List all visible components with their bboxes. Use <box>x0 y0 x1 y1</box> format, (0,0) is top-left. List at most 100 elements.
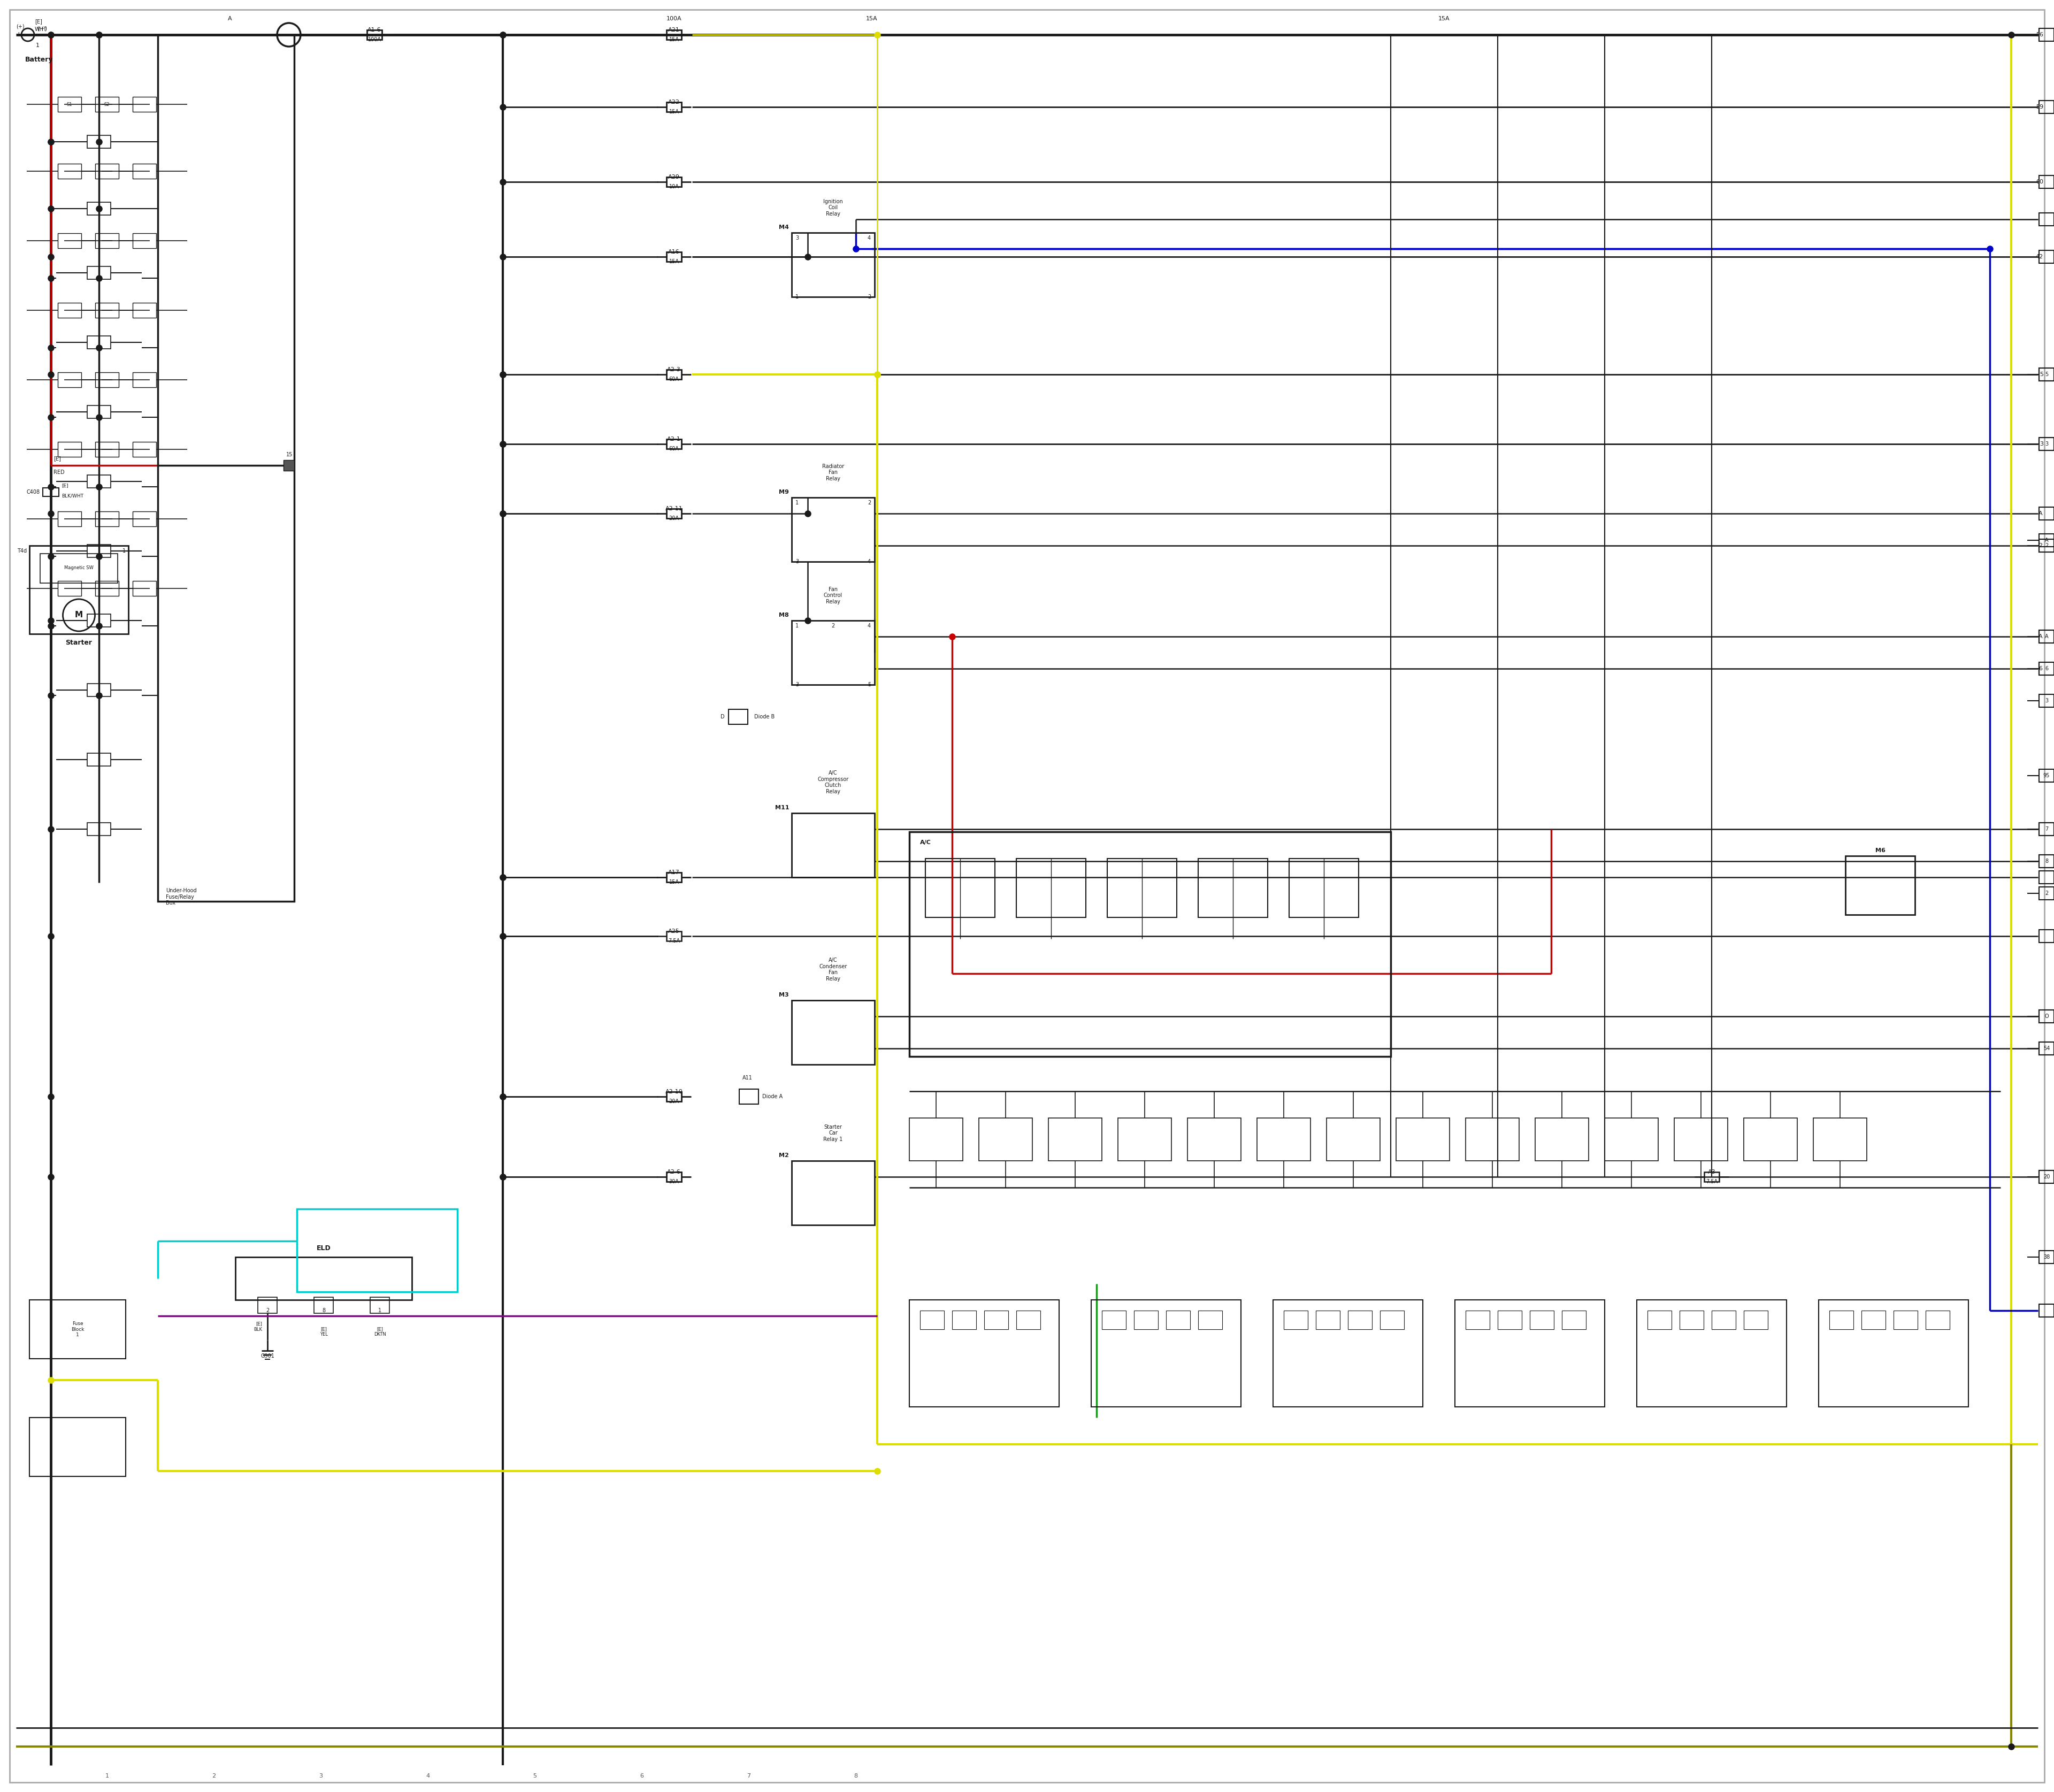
Bar <box>1814 1118 1867 1161</box>
Bar <box>1861 1310 1886 1330</box>
Bar <box>29 1417 125 1477</box>
Text: A3: A3 <box>1707 1170 1715 1176</box>
Bar <box>2040 251 2054 263</box>
Bar <box>58 303 82 317</box>
Bar <box>1894 1310 1918 1330</box>
Text: [E]
YEL: [E] YEL <box>320 1326 327 1337</box>
Bar <box>86 335 111 349</box>
Bar <box>370 1297 390 1314</box>
Text: A/C
Compressor
Clutch
Relay: A/C Compressor Clutch Relay <box>817 771 848 794</box>
Bar <box>2040 871 2054 883</box>
Text: 3: 3 <box>795 235 799 240</box>
Bar <box>2040 855 2054 867</box>
Bar <box>1467 1118 1520 1161</box>
Bar <box>791 814 875 878</box>
Text: 2: 2 <box>2046 891 2048 896</box>
Bar <box>1107 858 1177 918</box>
Bar <box>1134 1310 1158 1330</box>
Bar <box>1273 1299 1423 1407</box>
Text: T4d: T4d <box>16 548 27 554</box>
Text: O: O <box>2044 1014 2048 1020</box>
Bar <box>1637 1299 1787 1407</box>
Bar <box>259 1297 277 1314</box>
Bar <box>94 443 119 457</box>
Text: A2-3: A2-3 <box>668 367 680 373</box>
Bar <box>665 102 682 111</box>
Text: 42: 42 <box>2036 254 2044 260</box>
Text: 3: 3 <box>2046 699 2048 704</box>
Bar <box>1347 1310 1372 1330</box>
Bar <box>2040 1011 2054 1023</box>
Text: 100A: 100A <box>665 16 682 22</box>
Text: M3: M3 <box>778 993 789 998</box>
Text: Ignition
Coil
Relay: Ignition Coil Relay <box>824 199 842 217</box>
Bar <box>1317 1310 1339 1330</box>
Bar <box>1117 1118 1171 1161</box>
Text: A2-1: A2-1 <box>668 437 680 443</box>
Text: 60: 60 <box>2036 179 2044 185</box>
Text: (+): (+) <box>16 23 25 29</box>
Bar <box>1257 1118 1310 1161</box>
Bar <box>953 1310 976 1330</box>
Text: 1: 1 <box>35 43 39 48</box>
Text: 2: 2 <box>212 1774 216 1779</box>
Bar <box>2040 367 2054 382</box>
Text: 2: 2 <box>867 294 871 299</box>
Text: S2: S2 <box>105 102 109 108</box>
Text: 15: 15 <box>286 452 294 457</box>
Text: 5: 5 <box>867 683 871 688</box>
Text: [E]: [E] <box>53 455 62 461</box>
Text: 100A: 100A <box>368 38 382 43</box>
Text: 5: 5 <box>534 1774 536 1779</box>
Bar <box>665 177 682 186</box>
Bar <box>86 202 111 215</box>
Bar <box>1017 1310 1041 1330</box>
Bar <box>2040 1041 2054 1055</box>
Text: Magnetic SW: Magnetic SW <box>64 566 94 570</box>
Text: 2: 2 <box>867 500 871 505</box>
Text: BLK/WHT: BLK/WHT <box>62 493 84 498</box>
Text: A1-6: A1-6 <box>368 27 382 32</box>
Bar <box>134 443 156 457</box>
Bar <box>236 1256 413 1299</box>
Text: WHT: WHT <box>35 27 47 32</box>
Bar <box>58 163 82 179</box>
Bar <box>2040 663 2054 676</box>
Text: D: D <box>721 715 725 719</box>
Text: ELD: ELD <box>316 1245 331 1253</box>
Bar <box>1454 1299 1604 1407</box>
Text: [E]
DKTN: [E] DKTN <box>374 1326 386 1337</box>
Text: 15A: 15A <box>1438 16 1450 22</box>
Bar <box>1711 1310 1736 1330</box>
Text: A/C
Condenser
Fan
Relay: A/C Condenser Fan Relay <box>820 957 846 982</box>
Bar <box>86 545 111 557</box>
Text: A2-10: A2-10 <box>665 1090 682 1095</box>
Text: M: M <box>74 611 82 620</box>
Text: 1: 1 <box>105 1774 109 1779</box>
Text: M2: M2 <box>778 1152 789 1158</box>
Bar <box>1101 1310 1126 1330</box>
Bar <box>1705 1172 1719 1181</box>
Text: A2-6: A2-6 <box>668 1170 680 1176</box>
Bar <box>910 831 1391 1057</box>
Bar <box>1530 1310 1555 1330</box>
Bar <box>1467 1310 1489 1330</box>
Bar <box>2040 1041 2054 1055</box>
Bar <box>791 1000 875 1064</box>
Bar <box>1604 1118 1658 1161</box>
Text: 10A: 10A <box>670 185 680 190</box>
Bar <box>1927 1310 1949 1330</box>
Text: 54: 54 <box>2044 1047 2050 1052</box>
Bar <box>41 554 117 582</box>
Bar <box>1561 1310 1586 1330</box>
Bar <box>665 932 682 941</box>
Bar <box>134 511 156 527</box>
Bar <box>86 823 111 835</box>
Text: A29: A29 <box>668 174 680 179</box>
Bar <box>984 1310 1009 1330</box>
Bar <box>2040 100 2054 113</box>
Bar <box>2040 1251 2054 1263</box>
Text: Battery: Battery <box>25 56 53 63</box>
Text: Diode B: Diode B <box>754 715 774 719</box>
Text: A: A <box>2044 634 2048 640</box>
